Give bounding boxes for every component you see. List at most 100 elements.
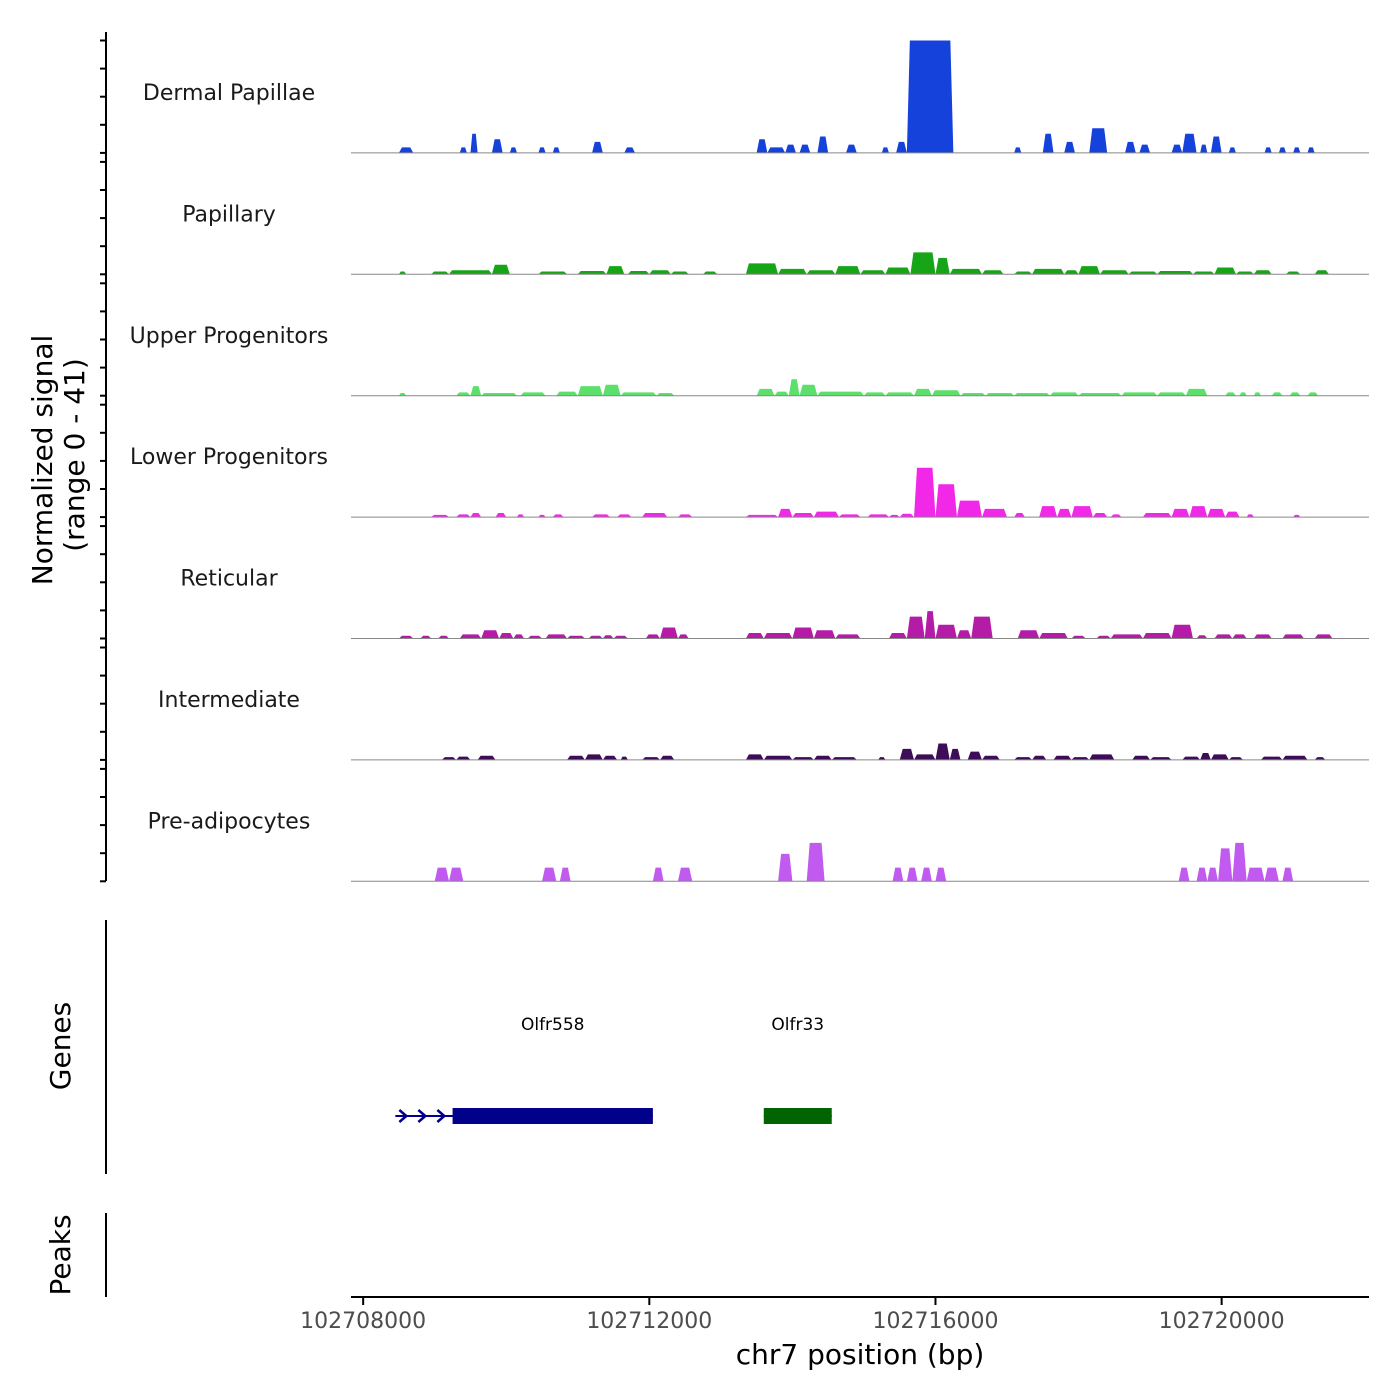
signal-peak [935,743,950,760]
signal-peak [1017,630,1040,639]
signal-peak [1089,128,1108,153]
track-upper-progenitors: Upper Progenitors [130,324,1369,397]
signal-peak [1014,271,1033,275]
signal-peak [1307,147,1315,153]
signal-peak [1014,757,1033,760]
signal-peak [645,634,661,639]
signal-peak [491,264,510,275]
signal-peak [1225,392,1236,396]
track-label: Papillary [182,202,276,227]
signal-peak [745,754,764,760]
signal-peak [806,842,825,882]
signal-peak [1078,392,1122,396]
signal-peak [592,514,610,518]
signal-peak [967,751,982,760]
signal-peak [792,512,814,518]
signal-peak [620,756,628,760]
gene-exon [452,1108,653,1124]
signal-peak [1253,392,1261,396]
signal-peak [885,392,915,396]
signal-peak [745,633,764,639]
signal-peak [1049,392,1079,396]
track-pre-adipocytes: Pre-adipocytes [148,809,1369,882]
signal-peak [835,634,861,639]
signal-peak [1142,512,1172,518]
signal-peak [656,392,675,396]
signal-peak [935,257,950,275]
signal-peak [516,514,525,518]
signal-peak [763,633,793,639]
signal-peak [981,508,1008,518]
signal-peak [878,757,886,760]
signal-peak [481,392,517,396]
signal-peak [888,633,907,639]
signal-peak [1193,271,1215,275]
signal-peak [888,514,900,518]
signal-peak [906,616,925,639]
signal-peak [1132,755,1151,760]
signal-peak [1289,392,1301,396]
signal-peak [899,748,915,760]
signal-peak [1314,634,1333,639]
track-intermediate: Intermediate [158,688,1369,761]
signal-peak [1232,842,1247,882]
signal-peak [577,386,603,396]
gene-exon [763,1108,832,1124]
signal-peak [831,757,857,760]
signal-peak [1253,634,1272,639]
signal-peak [1057,508,1072,518]
signal-peak [846,144,857,153]
position-x-axis-label: chr7 position (bp) [736,1338,985,1371]
gene-olfr558: Olfr558 [395,1015,653,1124]
signal-peak [792,627,814,639]
signal-peak [1078,266,1101,275]
signal-peak [477,755,496,760]
signal-peak [756,139,768,153]
signal-peak [1264,147,1272,153]
signal-peak [1071,506,1093,518]
signal-peak [584,754,603,760]
signal-y-axis-range: (range 0 - 41) [58,358,91,552]
signal-peak [1200,144,1208,153]
signal-peak [438,635,450,639]
track-label: Reticular [180,567,278,592]
signal-peak [538,271,568,275]
signal-peak [470,512,482,518]
signal-peak [835,266,861,275]
signal-peak [1218,848,1233,882]
signal-peak [642,757,661,760]
signal-peak [799,144,811,153]
signal-peak [924,611,936,639]
signal-peak [1171,624,1194,639]
signal-peak [867,514,889,518]
strand-arrow [398,1109,409,1123]
signal-peak [1110,634,1143,639]
track-lower-progenitors: Lower Progenitors [130,445,1369,518]
signal-peak [935,867,947,882]
gene-name-label: Olfr33 [771,1015,824,1035]
signal-peak [567,635,585,639]
signal-peak [652,867,664,882]
signal-peak [559,867,571,882]
signal-peak [1096,635,1111,639]
signal-peak [1185,388,1208,396]
signal-peak [1092,512,1108,518]
signal-peak [538,514,546,518]
signal-peak [677,867,693,882]
signal-peak [1228,757,1244,760]
signal-peak [1039,633,1068,639]
signal-peak [1182,133,1197,153]
signal-peak [1171,508,1190,518]
signal-peak [624,147,636,153]
signal-peak [470,133,478,153]
signal-peak [914,754,936,760]
signal-peak [1271,392,1283,396]
signal-peak [1293,514,1301,518]
signal-peak [899,513,915,518]
signal-peak [649,270,671,275]
signal-peak [481,630,500,639]
signal-peak [1210,754,1229,760]
signal-peak [456,756,471,760]
signal-peak [1157,271,1194,275]
